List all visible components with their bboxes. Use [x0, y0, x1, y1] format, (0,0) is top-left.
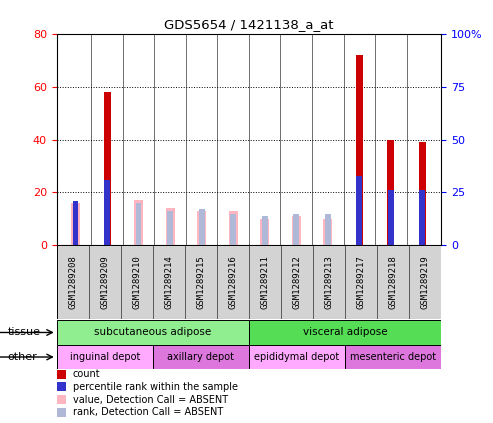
Bar	[167, 212, 173, 245]
Bar	[249, 345, 345, 369]
Bar	[323, 219, 332, 245]
Bar	[293, 214, 299, 245]
Bar	[73, 201, 78, 245]
Text: epididymal depot: epididymal depot	[254, 352, 340, 362]
Text: GSM1289216: GSM1289216	[228, 255, 238, 309]
Text: inguinal depot: inguinal depot	[70, 352, 140, 362]
Bar	[73, 201, 78, 245]
Bar	[57, 345, 153, 369]
Bar	[260, 219, 269, 245]
Bar	[262, 216, 268, 245]
Bar	[153, 345, 249, 369]
Bar	[229, 211, 238, 245]
Text: GSM1289208: GSM1289208	[68, 255, 77, 309]
Text: GSM1289210: GSM1289210	[132, 255, 141, 309]
Bar	[199, 209, 205, 245]
Text: tissue: tissue	[7, 327, 40, 338]
Bar	[136, 203, 141, 245]
Bar	[387, 140, 394, 245]
Bar	[166, 209, 175, 245]
Bar	[419, 142, 426, 245]
Text: GSM1289212: GSM1289212	[292, 255, 302, 309]
Bar	[356, 176, 362, 245]
Text: mesenteric depot: mesenteric depot	[350, 352, 436, 362]
Text: visceral adipose: visceral adipose	[303, 327, 387, 338]
Text: rank, Detection Call = ABSENT: rank, Detection Call = ABSENT	[73, 407, 223, 417]
Bar	[105, 180, 110, 245]
Text: axillary depot: axillary depot	[168, 352, 234, 362]
Text: GSM1289215: GSM1289215	[196, 255, 206, 309]
Bar	[104, 92, 110, 245]
Text: GSM1289211: GSM1289211	[260, 255, 270, 309]
Bar	[134, 201, 143, 245]
Bar	[230, 214, 236, 245]
Bar	[420, 190, 425, 245]
Text: GSM1289218: GSM1289218	[388, 255, 398, 309]
Bar	[292, 216, 301, 245]
Text: GSM1289214: GSM1289214	[164, 255, 174, 309]
Text: value, Detection Call = ABSENT: value, Detection Call = ABSENT	[73, 395, 228, 404]
Bar	[388, 190, 393, 245]
Bar	[345, 345, 441, 369]
Title: GDS5654 / 1421138_a_at: GDS5654 / 1421138_a_at	[164, 18, 334, 31]
Text: subcutaneous adipose: subcutaneous adipose	[94, 327, 211, 338]
Text: GSM1289209: GSM1289209	[100, 255, 109, 309]
Bar	[197, 211, 206, 245]
Bar	[325, 214, 331, 245]
Text: GSM1289213: GSM1289213	[324, 255, 334, 309]
Text: percentile rank within the sample: percentile rank within the sample	[73, 382, 238, 392]
Bar	[71, 203, 80, 245]
Bar	[249, 320, 441, 345]
Text: other: other	[7, 352, 37, 362]
Text: count: count	[73, 369, 101, 379]
Bar	[356, 55, 363, 245]
Text: GSM1289219: GSM1289219	[421, 255, 430, 309]
Bar	[57, 320, 249, 345]
Text: GSM1289217: GSM1289217	[356, 255, 366, 309]
